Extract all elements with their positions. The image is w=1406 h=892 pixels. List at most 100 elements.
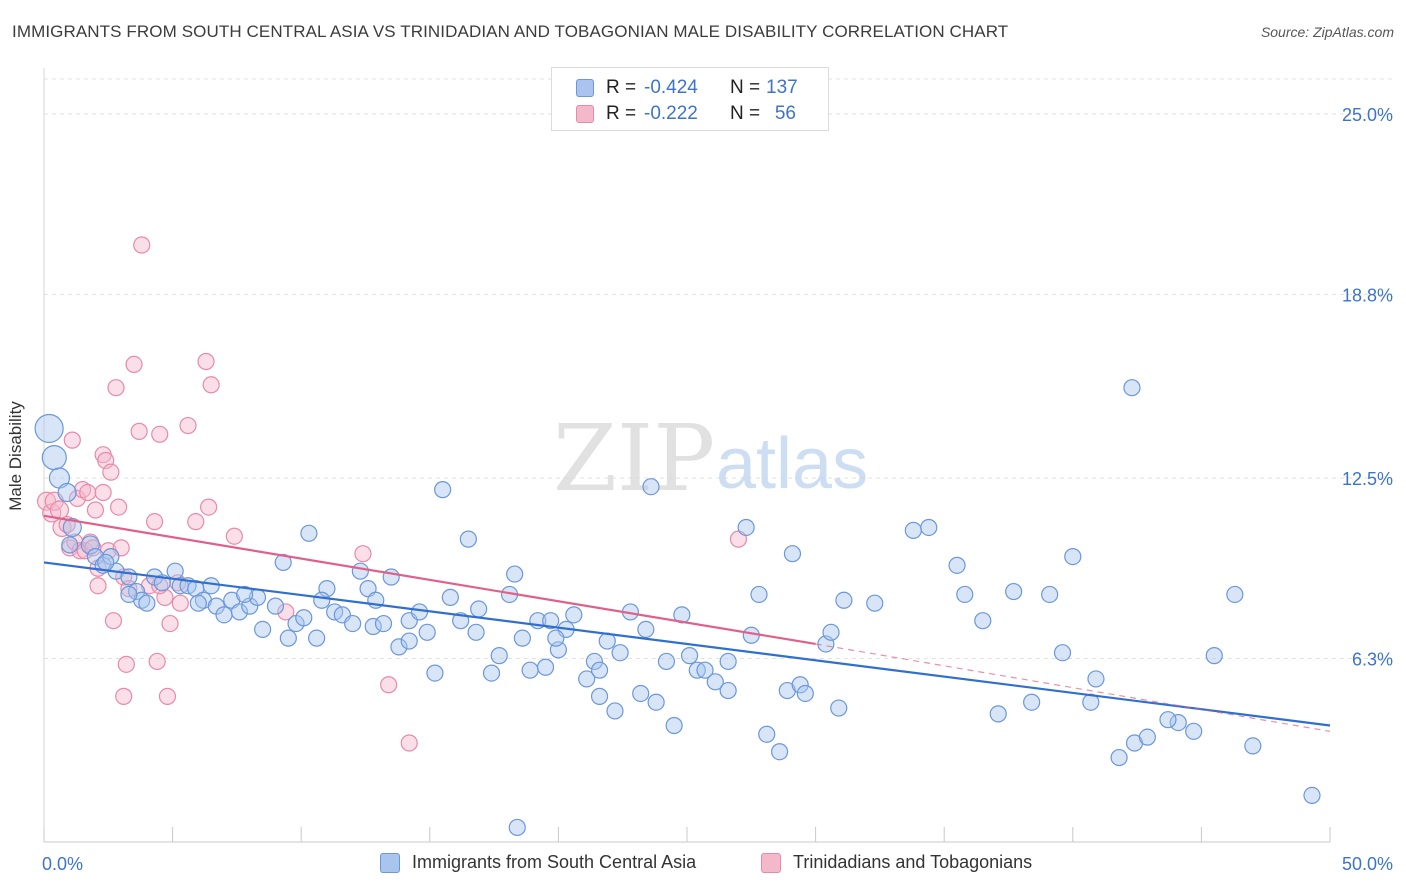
blue-data-point: [506, 565, 524, 583]
pink-data-point: [380, 676, 398, 694]
pink-data-point: [187, 513, 205, 531]
correlation-legend: R = -0.424 N = 137 R = -0.222 N = 56: [551, 67, 829, 131]
legend-n-value: 56: [774, 103, 796, 124]
legend-item-trinidadians[interactable]: Trinidadians and Tobagonians: [761, 852, 1032, 873]
pink-data-point: [148, 652, 166, 671]
blue-data-point: [1123, 379, 1141, 397]
pink-data-point: [68, 489, 87, 507]
blue-data-point: [410, 603, 429, 621]
blue-data-point: [719, 652, 737, 671]
legend-row-pink: R = -0.222 N = 56: [576, 102, 796, 126]
pink-data-point: [79, 483, 97, 502]
legend-swatch-blue: [576, 79, 594, 97]
blue-data-point: [1244, 737, 1262, 755]
y-tick-label: 18.8%: [1342, 286, 1393, 306]
blue-data-point: [490, 647, 508, 665]
pink-data-point: [104, 612, 123, 630]
blue-data-point: [706, 673, 724, 691]
pink-data-point: [89, 577, 107, 595]
blue-data-point: [467, 623, 485, 641]
watermark-zip: ZIP: [553, 405, 715, 512]
blue-data-point: [536, 658, 555, 676]
blue-data-point: [61, 536, 79, 554]
legend-r-value: -0.222: [644, 103, 698, 124]
pink-data-point: [225, 527, 243, 545]
blue-data-point: [120, 585, 138, 604]
blue-data-point: [34, 413, 64, 444]
legend-swatch-pink: [761, 852, 781, 873]
blue-data-point: [441, 588, 459, 606]
blue-data-point: [236, 585, 254, 604]
blue-data-point: [791, 676, 809, 694]
blue-data-point: [796, 684, 814, 703]
y-tick-label: 12.5%: [1342, 469, 1393, 489]
blue-data-point: [657, 652, 676, 671]
blue-data-point: [459, 530, 477, 548]
blue-data-point: [822, 623, 840, 641]
blue-data-point: [1159, 711, 1177, 729]
pink-data-point: [94, 483, 112, 502]
blue-data-point: [80, 535, 100, 555]
legend-swatch-blue: [380, 852, 400, 873]
pink-data-point: [130, 422, 148, 440]
blue-data-point: [565, 606, 583, 624]
blue-data-point: [719, 681, 737, 700]
blue-data-point: [513, 629, 531, 647]
blue-data-point: [611, 644, 629, 662]
blue-data-point: [637, 620, 655, 639]
series-legend: Immigrants from South Central Asia Trini…: [0, 852, 1406, 878]
blue-data-point: [547, 629, 565, 647]
blue-data-point: [783, 545, 802, 563]
blue-data-point: [351, 562, 369, 580]
blue-data-point: [647, 693, 665, 711]
blue-data-point: [1110, 748, 1128, 767]
blue-data-point: [426, 664, 444, 682]
pink-trend-extension: [815, 643, 1331, 732]
y-axis-label: Male Disability: [6, 401, 25, 511]
source-credit: Source: ZipAtlas.com: [1260, 24, 1394, 40]
legend-r-label: R =: [606, 77, 637, 98]
blue-data-point: [364, 617, 382, 636]
blue-data-point: [1064, 548, 1082, 566]
blue-data-point: [470, 600, 488, 618]
blue-data-point: [1169, 713, 1187, 732]
blue-data-point: [266, 597, 285, 615]
blue-data-point: [737, 518, 755, 537]
blue-data-point: [374, 614, 393, 633]
blue-data-point: [974, 612, 992, 630]
pink-data-point: [73, 481, 92, 499]
legend-r-label: R =: [606, 103, 637, 124]
blue-data-point: [390, 638, 408, 656]
legend-item-south-central-asia[interactable]: Immigrants from South Central Asia: [380, 852, 696, 873]
blue-data-point: [1005, 582, 1023, 601]
blue-data-point: [166, 562, 184, 580]
blue-data-point: [585, 652, 604, 671]
blue-trend-line: [43, 561, 1331, 727]
pink-data-point: [133, 236, 151, 254]
blue-data-point: [279, 629, 297, 647]
pink-trend-line: [43, 514, 816, 646]
blue-data-point: [866, 594, 884, 612]
blue-data-point: [295, 609, 313, 627]
legend-label: Trinidadians and Tobagonians: [793, 852, 1033, 872]
pink-data-point: [102, 463, 120, 481]
pink-data-point: [197, 352, 215, 371]
blue-data-point: [344, 614, 362, 633]
pink-data-point: [179, 416, 197, 435]
blue-data-point: [1205, 647, 1223, 665]
blue-data-point: [189, 594, 207, 612]
blue-data-point: [400, 632, 418, 650]
legend-n-label: N =: [730, 77, 761, 98]
blue-data-point: [508, 818, 526, 837]
blue-data-point: [542, 612, 560, 630]
blue-data-point: [590, 687, 609, 705]
blue-data-point: [830, 699, 848, 717]
pink-data-point: [161, 614, 179, 633]
blue-data-point: [904, 521, 922, 539]
blue-data-point: [215, 606, 233, 624]
pink-data-point: [171, 594, 189, 612]
blue-data-point: [97, 553, 115, 572]
blue-data-point: [606, 702, 624, 720]
blue-data-point: [41, 444, 67, 471]
